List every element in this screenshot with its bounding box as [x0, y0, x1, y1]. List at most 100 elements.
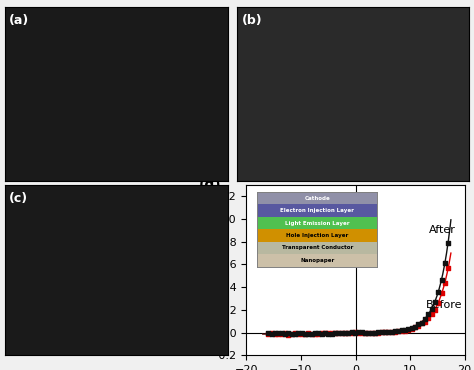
- Point: [294, 330, 302, 336]
- Point: [341, 330, 349, 336]
- Point: [321, 330, 328, 336]
- Point: [318, 330, 325, 336]
- Point: [274, 330, 282, 336]
- Point: [301, 331, 309, 337]
- Point: [438, 290, 445, 296]
- Point: [304, 330, 312, 336]
- Point: [361, 330, 369, 336]
- Point: [288, 331, 295, 337]
- Point: [298, 331, 305, 337]
- Point: [331, 330, 339, 336]
- Point: [388, 329, 395, 334]
- Point: [284, 330, 292, 336]
- Point: [365, 330, 372, 336]
- Point: [428, 311, 435, 317]
- Point: [274, 332, 282, 337]
- Point: [278, 331, 285, 337]
- Y-axis label: Current density (mA/cm²): Current density (mA/cm²): [198, 199, 208, 342]
- Point: [421, 316, 428, 322]
- Point: [271, 330, 279, 336]
- Point: [408, 325, 415, 331]
- Point: [414, 321, 422, 327]
- Point: [394, 328, 402, 334]
- Point: [408, 326, 415, 332]
- Point: [384, 329, 392, 335]
- Point: [304, 331, 312, 337]
- Point: [441, 280, 448, 286]
- Point: [431, 307, 438, 313]
- Point: [381, 329, 389, 334]
- Point: [328, 331, 336, 337]
- Point: [398, 328, 405, 334]
- Point: [331, 330, 339, 336]
- Point: [428, 306, 435, 312]
- Point: [404, 326, 412, 332]
- Point: [358, 329, 365, 335]
- Point: [378, 329, 385, 335]
- Point: [341, 330, 349, 336]
- Point: [388, 329, 395, 334]
- Point: [311, 330, 319, 336]
- Point: [414, 323, 422, 329]
- Point: [308, 331, 315, 337]
- Text: (d): (d): [199, 178, 221, 192]
- Point: [324, 331, 332, 337]
- Point: [291, 330, 299, 336]
- Text: (a): (a): [9, 14, 29, 27]
- Point: [335, 330, 342, 336]
- Point: [318, 331, 325, 337]
- Point: [391, 329, 399, 335]
- Point: [411, 324, 419, 330]
- Point: [348, 329, 356, 335]
- Point: [434, 300, 442, 306]
- Point: [421, 319, 428, 325]
- Text: (b): (b): [242, 14, 262, 27]
- Point: [374, 329, 382, 334]
- Point: [284, 332, 292, 337]
- Point: [338, 330, 346, 336]
- Point: [335, 330, 342, 336]
- Point: [418, 320, 425, 326]
- Point: [401, 327, 409, 333]
- Point: [371, 330, 379, 336]
- Point: [308, 331, 315, 337]
- Point: [368, 330, 375, 336]
- Point: [314, 331, 322, 337]
- Point: [404, 327, 412, 333]
- Point: [381, 329, 389, 335]
- Point: [368, 330, 375, 336]
- Point: [291, 331, 299, 337]
- Point: [281, 330, 289, 336]
- Point: [444, 240, 452, 246]
- Point: [378, 329, 385, 335]
- Point: [355, 330, 362, 336]
- Text: After: After: [429, 225, 456, 235]
- Point: [268, 330, 275, 336]
- Point: [371, 330, 379, 336]
- Point: [278, 330, 285, 336]
- Text: (c): (c): [9, 192, 28, 205]
- Point: [394, 328, 402, 334]
- Point: [444, 265, 452, 271]
- Point: [358, 330, 365, 336]
- Point: [288, 331, 295, 337]
- Point: [328, 330, 336, 336]
- Point: [314, 330, 322, 336]
- Point: [345, 330, 352, 336]
- Point: [264, 330, 272, 336]
- Point: [324, 330, 332, 336]
- Point: [321, 330, 328, 336]
- Point: [268, 330, 275, 336]
- Point: [301, 331, 309, 337]
- Point: [374, 330, 382, 336]
- Point: [294, 331, 302, 337]
- Point: [361, 330, 369, 336]
- Point: [431, 299, 438, 305]
- Point: [384, 329, 392, 335]
- Point: [441, 260, 448, 266]
- Point: [398, 327, 405, 333]
- Point: [345, 330, 352, 336]
- Point: [351, 329, 359, 335]
- Point: [391, 328, 399, 334]
- Text: Before: Before: [427, 300, 463, 310]
